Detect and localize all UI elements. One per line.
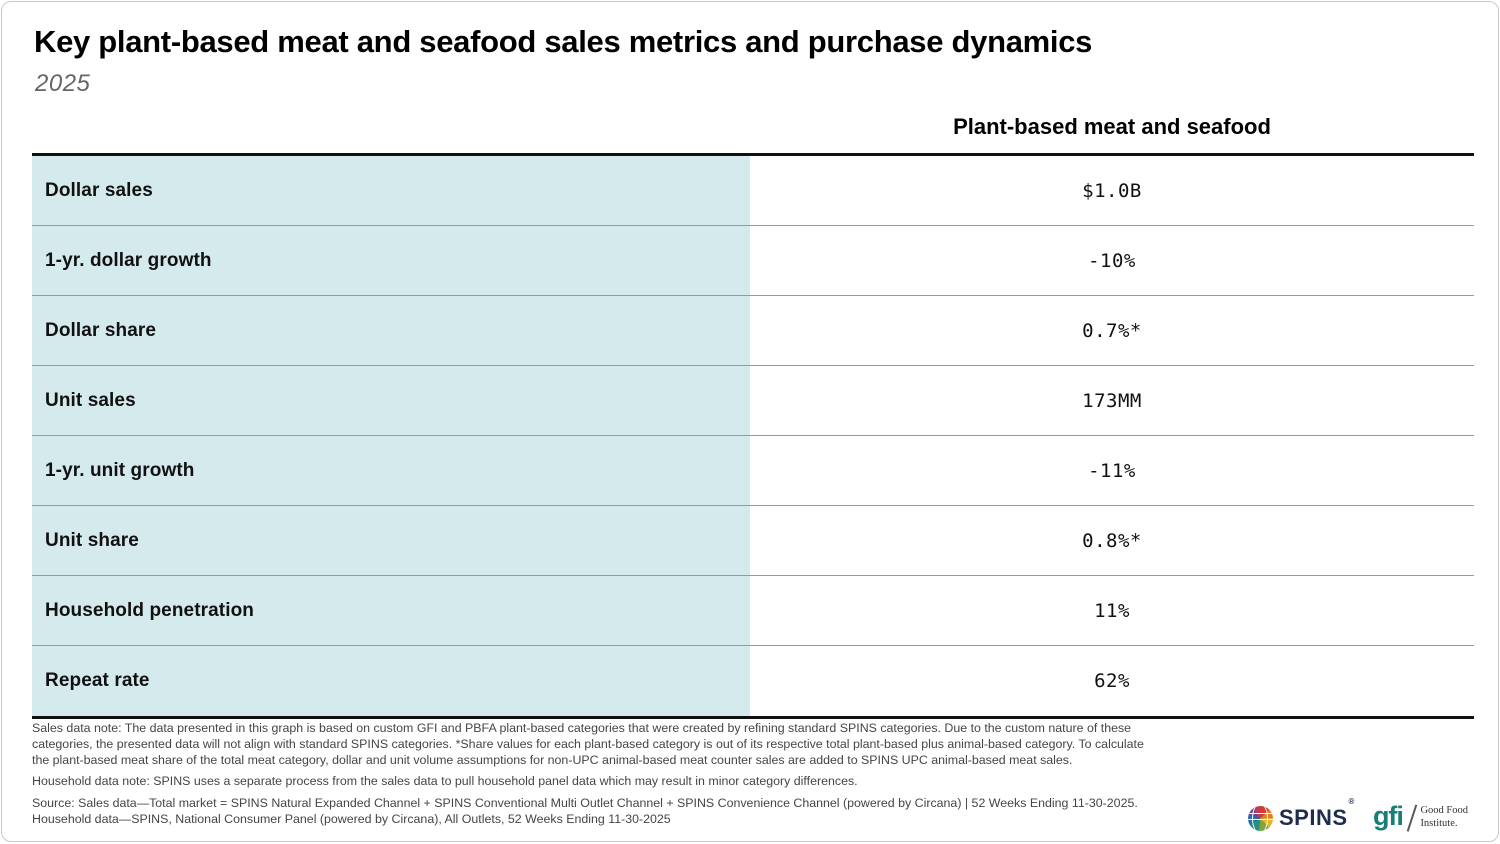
row-value: 62%	[750, 646, 1474, 716]
row-label: 1-yr. dollar growth	[32, 226, 750, 295]
gfi-institute-name: Good Food Institute.	[1420, 805, 1468, 830]
table-row: 1-yr. dollar growth -10%	[32, 226, 1474, 296]
spins-globe-icon	[1248, 805, 1273, 831]
table-row: Unit sales 173MM	[32, 366, 1474, 436]
page-title: Key plant-based meat and seafood sales m…	[34, 24, 1093, 59]
household-data-note: Household data note: SPINS uses a separa…	[32, 774, 858, 789]
gfi-logo: gfi Good Food Institute.	[1372, 800, 1468, 832]
gfi-slash-divider	[1406, 804, 1417, 832]
table-row: Household penetration 11%	[32, 576, 1474, 646]
row-value: 0.7%*	[750, 296, 1474, 365]
table-row: Dollar share 0.7%*	[32, 296, 1474, 366]
gfi-name-line1: Good Food	[1420, 805, 1468, 817]
page-subtitle: 2025	[35, 70, 91, 97]
row-value: 11%	[750, 576, 1474, 645]
row-label: Dollar sales	[32, 156, 750, 225]
source-note: Source: Sales data—Total market = SPINS …	[32, 796, 1138, 826]
row-value: $1.0B	[750, 156, 1474, 225]
spins-wordmark: SPINS®	[1279, 797, 1355, 830]
row-label: 1-yr. unit growth	[32, 436, 750, 505]
row-value: 0.8%*	[750, 506, 1474, 575]
footnotes: Sales data note: The data presented in t…	[32, 721, 1150, 834]
row-value: 173MM	[750, 366, 1474, 435]
row-label: Dollar share	[32, 296, 750, 365]
column-header: Plant-based meat and seafood	[953, 114, 1271, 139]
row-value: -11%	[750, 436, 1474, 505]
row-label: Unit sales	[32, 366, 750, 435]
row-label: Repeat rate	[32, 646, 750, 716]
sales-data-note: Sales data note: The data presented in t…	[32, 721, 1144, 767]
table-row: Repeat rate 62%	[32, 646, 1474, 716]
metrics-table: Dollar sales $1.0B 1-yr. dollar growth -…	[32, 153, 1474, 719]
row-label: Household penetration	[32, 576, 750, 645]
registered-trademark-icon: ®	[1348, 797, 1355, 806]
gfi-wordmark: gfi	[1372, 800, 1404, 831]
gfi-name-line2: Institute.	[1420, 818, 1458, 829]
table-row: 1-yr. unit growth -11%	[32, 436, 1474, 506]
row-value: -10%	[750, 226, 1474, 295]
table-row: Unit share 0.8%*	[32, 506, 1474, 576]
spins-logo: SPINS®	[1248, 797, 1355, 831]
branding-logos: SPINS® gfi Good Food Institute.	[1248, 797, 1468, 832]
row-label: Unit share	[32, 506, 750, 575]
table-row: Dollar sales $1.0B	[32, 156, 1474, 226]
